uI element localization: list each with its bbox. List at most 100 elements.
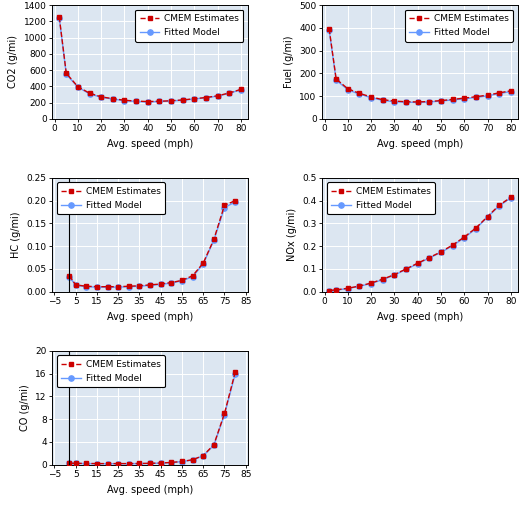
Fitted Model (221, 205, 228, 211)
Fitted Model (438, 98, 444, 104)
Fitted Model (232, 371, 238, 377)
Fitted Model (168, 98, 174, 104)
CMEM Estimates (391, 272, 397, 278)
Fitted Model (137, 461, 143, 467)
CMEM Estimates (473, 94, 479, 100)
Line: CMEM Estimates: CMEM Estimates (327, 27, 513, 104)
Y-axis label: CO (g/mi): CO (g/mi) (20, 384, 30, 431)
CMEM Estimates (83, 283, 89, 289)
Legend: CMEM Estimates, Fitted Model: CMEM Estimates, Fitted Model (405, 10, 513, 41)
CMEM Estimates (121, 97, 128, 104)
CMEM Estimates (238, 86, 244, 92)
CMEM Estimates (415, 260, 421, 266)
CMEM Estimates (221, 411, 228, 417)
Fitted Model (110, 96, 116, 102)
Y-axis label: NOx (g/mi): NOx (g/mi) (287, 208, 297, 262)
CMEM Estimates (232, 197, 238, 204)
Fitted Model (391, 272, 397, 278)
Fitted Model (189, 457, 196, 463)
Fitted Model (473, 226, 479, 232)
Fitted Model (345, 87, 351, 93)
X-axis label: Avg. speed (mph): Avg. speed (mph) (107, 312, 193, 322)
CMEM Estimates (56, 14, 62, 20)
Fitted Model (203, 95, 209, 101)
Fitted Model (403, 266, 409, 272)
CMEM Estimates (391, 98, 397, 104)
CMEM Estimates (168, 460, 175, 466)
CMEM Estimates (214, 93, 221, 99)
CMEM Estimates (94, 284, 100, 290)
Fitted Model (191, 96, 198, 102)
Fitted Model (145, 99, 151, 105)
Fitted Model (508, 195, 514, 201)
CMEM Estimates (126, 283, 132, 289)
CMEM Estimates (403, 98, 409, 105)
CMEM Estimates (226, 90, 232, 96)
CMEM Estimates (105, 284, 111, 290)
Fitted Model (94, 461, 100, 467)
CMEM Estimates (200, 452, 207, 459)
Legend: CMEM Estimates, Fitted Model: CMEM Estimates, Fitted Model (135, 10, 243, 41)
Line: Fitted Model: Fitted Model (326, 27, 514, 105)
CMEM Estimates (98, 94, 104, 100)
CMEM Estimates (75, 84, 81, 90)
Line: CMEM Estimates: CMEM Estimates (67, 198, 237, 289)
Fitted Model (66, 274, 73, 280)
Legend: CMEM Estimates, Fitted Model: CMEM Estimates, Fitted Model (327, 182, 435, 215)
Line: Fitted Model: Fitted Model (66, 199, 238, 290)
CMEM Estimates (110, 95, 116, 102)
CMEM Estimates (426, 98, 433, 105)
Fitted Model (86, 91, 93, 97)
CMEM Estimates (473, 225, 479, 231)
Fitted Model (121, 97, 128, 104)
CMEM Estimates (449, 96, 456, 103)
Fitted Model (333, 287, 339, 293)
CMEM Estimates (496, 90, 502, 96)
CMEM Estimates (133, 98, 139, 104)
CMEM Estimates (105, 461, 111, 467)
Fitted Model (94, 284, 100, 290)
X-axis label: Avg. speed (mph): Avg. speed (mph) (377, 139, 463, 149)
CMEM Estimates (438, 97, 444, 104)
Fitted Model (403, 99, 409, 105)
Fitted Model (484, 214, 491, 220)
CMEM Estimates (426, 255, 433, 261)
CMEM Estimates (438, 249, 444, 255)
CMEM Estimates (211, 236, 217, 242)
CMEM Estimates (211, 442, 217, 448)
CMEM Estimates (508, 194, 514, 200)
CMEM Estimates (200, 260, 207, 266)
CMEM Estimates (508, 88, 514, 94)
CMEM Estimates (449, 242, 456, 248)
Fitted Model (115, 461, 121, 467)
Fitted Model (508, 88, 514, 94)
Y-axis label: CO2 (g/mi): CO2 (g/mi) (8, 35, 18, 88)
Fitted Model (126, 284, 132, 290)
CMEM Estimates (147, 282, 153, 288)
Fitted Model (211, 237, 217, 243)
CMEM Estimates (368, 94, 374, 100)
Fitted Model (232, 199, 238, 205)
Fitted Model (345, 285, 351, 291)
CMEM Estimates (189, 457, 196, 463)
CMEM Estimates (232, 370, 238, 376)
Line: Fitted Model: Fitted Model (66, 372, 238, 466)
CMEM Estimates (189, 273, 196, 279)
Fitted Model (133, 98, 139, 105)
CMEM Estimates (484, 92, 491, 98)
Fitted Model (179, 97, 186, 103)
CMEM Estimates (415, 99, 421, 105)
CMEM Estimates (168, 98, 174, 104)
CMEM Estimates (115, 284, 121, 290)
CMEM Estimates (115, 461, 121, 467)
Fitted Model (438, 249, 444, 256)
Fitted Model (105, 461, 111, 467)
Fitted Model (157, 281, 164, 287)
Fitted Model (449, 243, 456, 249)
Fitted Model (83, 284, 89, 290)
CMEM Estimates (126, 461, 132, 467)
Fitted Model (126, 461, 132, 467)
Y-axis label: HC (g/mi): HC (g/mi) (11, 212, 21, 258)
Line: CMEM Estimates: CMEM Estimates (67, 370, 237, 466)
Fitted Model (83, 461, 89, 467)
